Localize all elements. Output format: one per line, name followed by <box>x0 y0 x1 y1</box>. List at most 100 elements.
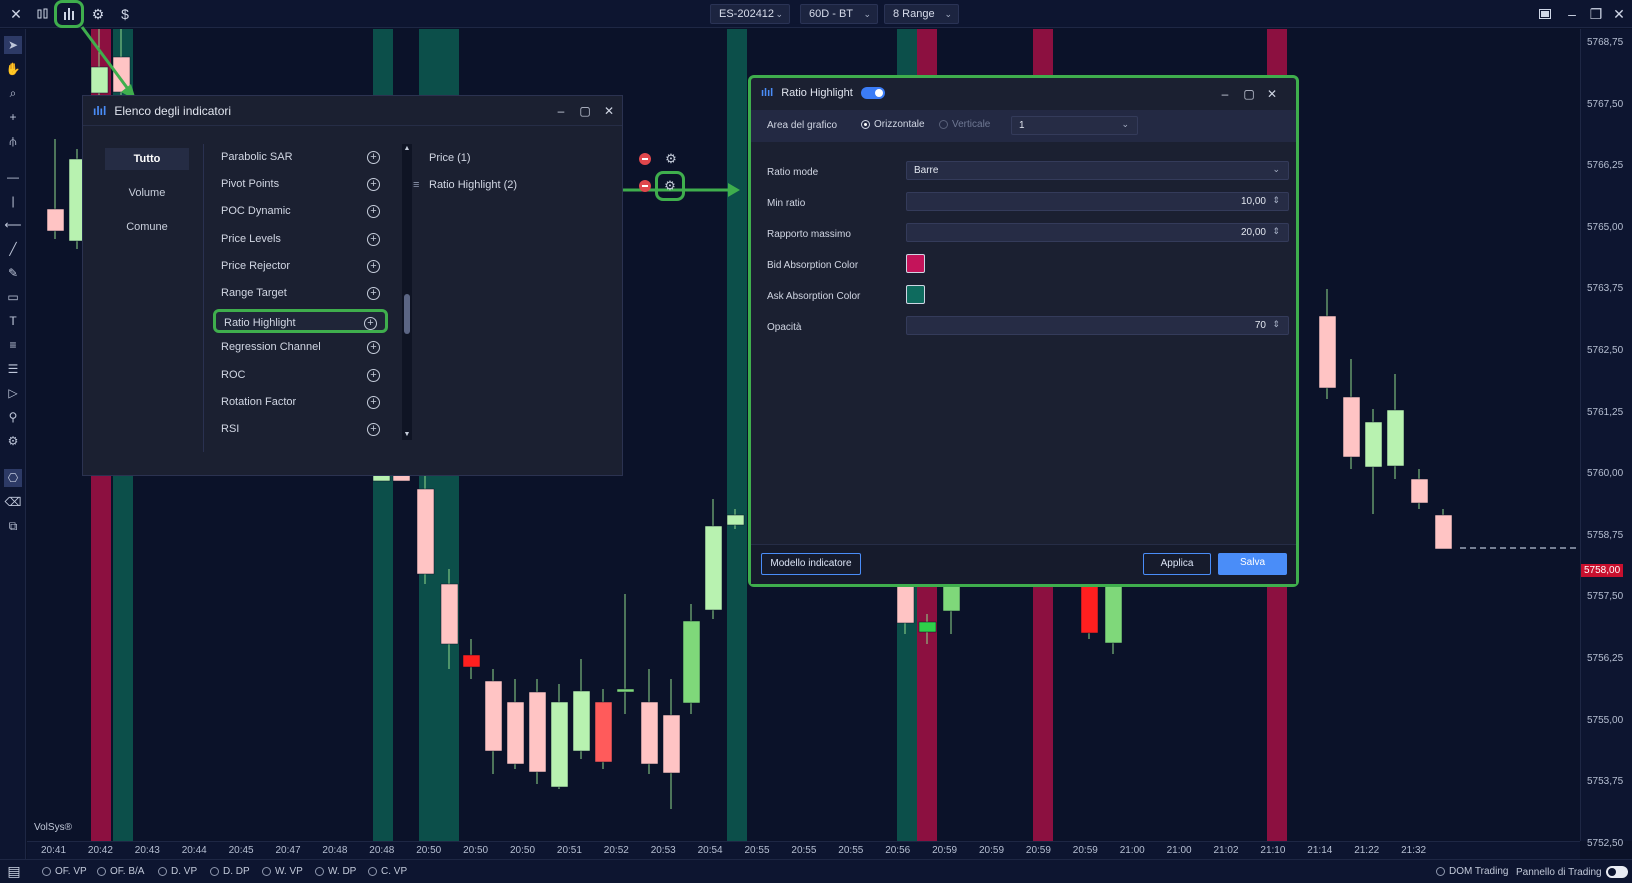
indicator-template-button[interactable]: Modello indicatore <box>761 553 861 575</box>
window-close-icon[interactable]: ✕ <box>1613 5 1625 22</box>
symbol-dropdown[interactable]: ES-202412 ⌄ <box>710 4 790 24</box>
add-icon[interactable]: + <box>367 151 380 164</box>
ask-color-swatch[interactable] <box>906 285 925 304</box>
trendline-icon[interactable]: ╱ <box>9 242 17 256</box>
settings-small-icon[interactable]: ⚙ <box>7 434 19 448</box>
ratio-mode-select[interactable]: Barre ⌄ <box>906 161 1289 180</box>
dialog-header[interactable]: ılıl Elenco degli indicatori <box>83 96 622 126</box>
add-icon[interactable]: + <box>364 317 377 331</box>
horizontal-line-icon[interactable]: — <box>7 170 19 184</box>
orientation-vertical-radio[interactable]: Verticale <box>939 119 990 130</box>
timeframe-dropdown[interactable]: 60D - BT ⌄ <box>800 4 878 24</box>
orientation-horizontal-radio[interactable]: Orizzontale <box>861 119 925 130</box>
price-axis[interactable]: 5768,75 5767,50 5766,25 5765,00 5763,75 5762,… <box>1580 29 1632 849</box>
drag-handle-icon[interactable]: ≡ <box>413 179 420 191</box>
scroll-thumb[interactable] <box>404 294 410 334</box>
category-volume[interactable]: Volume <box>128 187 166 199</box>
indicator-row[interactable]: Pivot Points + <box>213 173 388 197</box>
measure-icon[interactable]: ⚲ <box>8 410 18 424</box>
add-icon[interactable]: + <box>367 287 380 300</box>
add-icon[interactable]: + <box>367 178 380 192</box>
add-icon[interactable]: + <box>367 423 380 436</box>
dollar-icon[interactable]: $ <box>121 6 129 22</box>
gear-icon[interactable]: ⚙ <box>655 171 685 201</box>
text-icon[interactable]: T <box>9 314 17 328</box>
crosshair-icon[interactable]: + <box>9 110 17 124</box>
bid-color-swatch[interactable] <box>906 254 925 273</box>
minimize-icon[interactable]: – <box>1568 6 1576 22</box>
stepper-icon[interactable]: ⇕ <box>1272 319 1280 329</box>
indicator-row[interactable]: Ratio Highlight + <box>213 309 388 334</box>
stepper-icon[interactable]: ⇕ <box>1272 195 1280 205</box>
profile-option[interactable]: W. VP <box>262 866 303 877</box>
scroll-down-icon[interactable]: ▼ <box>403 431 411 438</box>
profile-option[interactable]: OF. B/A <box>97 866 144 877</box>
remove-icon[interactable] <box>639 153 651 165</box>
indicator-row[interactable]: Regression Channel + <box>213 336 388 360</box>
close-icon[interactable]: ✕ <box>603 104 615 118</box>
save-button[interactable]: Salva <box>1218 553 1287 575</box>
brush-icon[interactable]: ✎ <box>7 266 19 280</box>
apply-button[interactable]: Applica <box>1143 553 1211 575</box>
indicator-row[interactable]: Parabolic SAR + <box>213 146 388 170</box>
opacity-stepper[interactable]: 70 ⇕ <box>906 316 1289 335</box>
profile-option[interactable]: W. DP <box>315 866 356 877</box>
layout-icon[interactable] <box>1533 3 1557 25</box>
indicator-row[interactable]: Price Levels + <box>213 228 388 252</box>
magnet-icon[interactable]: ⫛ <box>9 134 17 148</box>
indicator-row[interactable]: POC Dynamic + <box>213 200 388 224</box>
ray-icon[interactable]: ⟵ <box>4 218 22 232</box>
scroll-up-icon[interactable]: ▲ <box>403 145 411 152</box>
add-icon[interactable]: + <box>367 232 380 246</box>
settings-gear-icon[interactable]: ⚙ <box>91 5 105 22</box>
zoom-icon[interactable]: ⌕ <box>9 86 17 100</box>
indicator-list-dialog[interactable]: ılıl Elenco degli indicatori – ▢ ✕ Tutto… <box>82 95 685 476</box>
rectangle-icon[interactable]: ▭ <box>7 290 19 304</box>
time-axis[interactable]: 20:41 20:42 20:43 20:44 20:45 20:47 20:48 20:48… <box>27 841 1580 859</box>
add-icon[interactable]: + <box>367 259 380 273</box>
maximize-icon[interactable]: ▢ <box>1243 87 1255 101</box>
dialog-header[interactable]: ılıl Ratio Highlight <box>751 78 1296 108</box>
candles-icon[interactable] <box>31 3 55 25</box>
indicator-row[interactable]: Range Target + <box>213 282 388 306</box>
eraser-icon[interactable]: ⌫ <box>4 495 22 509</box>
add-icon[interactable]: + <box>367 368 380 382</box>
indicator-row[interactable]: RSI + <box>213 418 388 442</box>
cursor-icon[interactable]: ➤ <box>4 36 22 54</box>
indicators-icon[interactable] <box>54 0 84 28</box>
enable-toggle[interactable] <box>860 87 885 99</box>
close-icon[interactable]: ✕ <box>10 5 22 22</box>
lock-icon[interactable]: ⎔ <box>4 469 22 487</box>
ratio-highlight-dialog[interactable]: ılıl Ratio Highlight – ▢ ✕ Area del graf… <box>748 75 1299 587</box>
minimize-icon[interactable]: – <box>557 104 565 118</box>
active-indicator-ratio-highlight[interactable]: ≡ Ratio Highlight (2) ⚙ <box>413 171 685 201</box>
gear-icon[interactable]: ⚙ <box>665 151 677 166</box>
indicator-row[interactable]: Rotation Factor + <box>213 391 388 415</box>
trading-panel-toggle[interactable]: Pannello di Trading <box>1516 866 1628 878</box>
remove-icon[interactable] <box>639 180 651 192</box>
stepper-icon[interactable]: ⇕ <box>1272 226 1280 236</box>
add-icon[interactable]: + <box>367 341 380 355</box>
category-comune[interactable]: Comune <box>126 221 168 233</box>
profile-option[interactable]: C. VP <box>368 866 407 877</box>
minimize-icon[interactable]: – <box>1221 87 1229 101</box>
maximize-icon[interactable]: ❐ <box>1589 5 1603 22</box>
indicator-row[interactable]: ROC + <box>213 364 388 388</box>
add-icon[interactable]: + <box>367 395 380 409</box>
max-ratio-stepper[interactable]: 20,00 ⇕ <box>906 223 1289 242</box>
scrollbar[interactable]: ▲ ▼ <box>402 144 412 440</box>
profile-option[interactable]: D. VP <box>158 866 197 877</box>
levels-icon[interactable]: ☰ <box>7 362 19 376</box>
maximize-icon[interactable]: ▢ <box>579 104 591 118</box>
chart-area-select[interactable]: 1 ⌄ <box>1011 116 1138 135</box>
indicator-row[interactable]: Price Rejector + <box>213 255 388 279</box>
layers-icon[interactable]: ⧉ <box>8 519 18 533</box>
toggle-switch[interactable] <box>1605 866 1628 878</box>
close-icon[interactable]: ✕ <box>1266 87 1278 101</box>
vertical-line-icon[interactable]: | <box>11 194 15 208</box>
min-ratio-stepper[interactable]: 10,00 ⇕ <box>906 192 1289 211</box>
dom-trading-option[interactable]: DOM Trading <box>1436 866 1508 877</box>
profile-option[interactable]: D. DP <box>210 866 250 877</box>
chart-type-dropdown[interactable]: 8 Range ⌄ <box>884 4 959 24</box>
fib-icon[interactable]: ≡ <box>9 338 17 352</box>
